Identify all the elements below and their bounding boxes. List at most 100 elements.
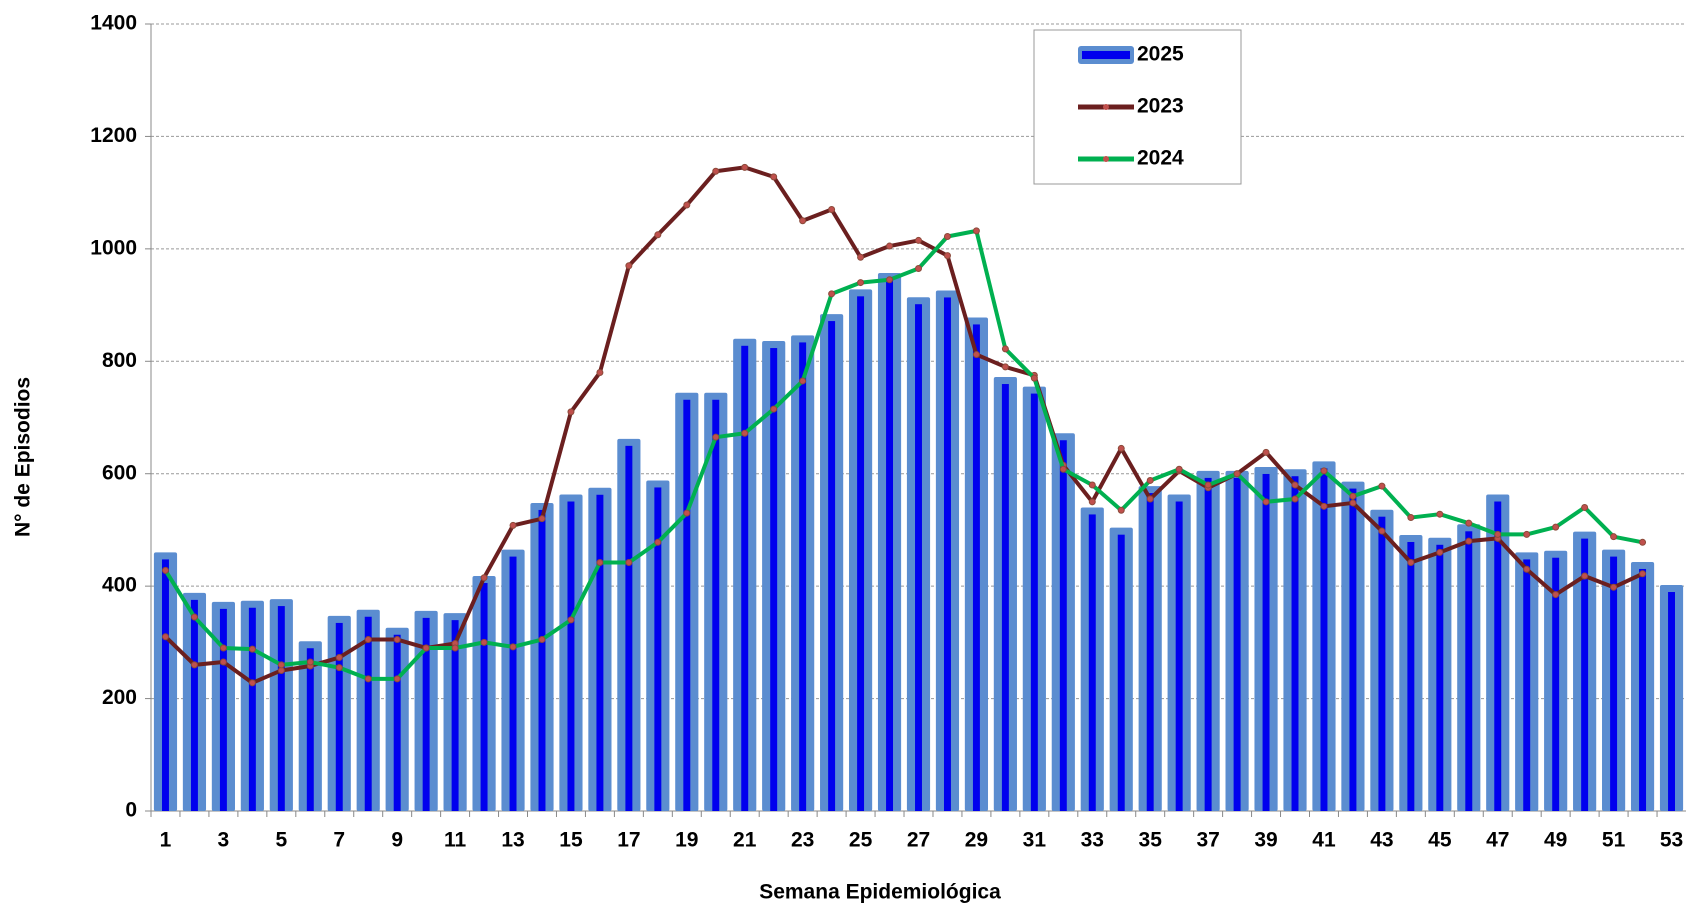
x-tick-label: 31 — [1023, 829, 1047, 852]
marker — [1175, 465, 1183, 473]
marker — [1291, 495, 1299, 503]
y-tick-label: 600 — [102, 461, 137, 484]
bar-core — [1465, 531, 1473, 811]
y-tick-label: 1000 — [90, 236, 137, 259]
bar-core — [654, 487, 662, 811]
x-tick-label: 37 — [1196, 829, 1219, 852]
x-tick-label: 49 — [1544, 829, 1567, 852]
bar-core — [509, 556, 517, 811]
marker — [1523, 565, 1531, 573]
marker — [1552, 523, 1560, 531]
bar-core — [1639, 568, 1647, 811]
bar-core — [1059, 440, 1067, 811]
legend-marker — [1103, 104, 1109, 110]
marker — [1001, 363, 1009, 371]
bar-core — [1407, 541, 1415, 811]
marker — [393, 675, 401, 683]
marker — [1552, 591, 1560, 599]
x-tick-label: 53 — [1660, 829, 1683, 852]
marker — [828, 290, 836, 298]
marker — [741, 429, 749, 437]
bar-core — [1291, 476, 1299, 811]
bar-core — [596, 494, 604, 811]
bar-core — [828, 321, 836, 811]
marker — [480, 638, 488, 646]
bar-core — [1610, 556, 1618, 811]
marker — [1639, 570, 1647, 578]
marker — [712, 433, 720, 441]
marker — [1320, 502, 1328, 510]
marker — [799, 377, 807, 385]
marker — [1378, 482, 1386, 490]
bar-core — [1523, 559, 1531, 811]
marker — [248, 679, 256, 687]
bar-core — [162, 559, 169, 811]
marker — [538, 636, 546, 644]
x-tick-label: 27 — [907, 829, 930, 852]
marker — [1117, 444, 1125, 452]
marker — [625, 262, 633, 270]
bar-core — [538, 509, 546, 811]
bar-core — [886, 280, 894, 811]
x-tick-label: 23 — [791, 829, 814, 852]
x-tick-label: 5 — [275, 829, 287, 852]
marker — [364, 675, 372, 683]
line — [163, 228, 1643, 681]
marker — [654, 231, 662, 239]
x-tick-label: 51 — [1602, 829, 1626, 852]
marker — [1465, 519, 1473, 527]
marker — [509, 521, 517, 529]
marker — [422, 644, 430, 652]
x-tick-label: 15 — [559, 829, 583, 852]
legend: 2025 2023 2024 — [1033, 29, 1242, 185]
x-tick-label: 45 — [1428, 829, 1452, 852]
bar-core — [1552, 557, 1560, 811]
legend-label: 2024 — [1137, 147, 1184, 170]
marker — [857, 253, 865, 261]
marker — [1059, 465, 1067, 473]
marker — [1030, 374, 1038, 382]
marker — [190, 661, 198, 669]
marker — [1233, 470, 1241, 478]
marker — [654, 538, 662, 546]
marker — [857, 279, 865, 287]
marker — [1610, 533, 1618, 541]
marker — [972, 227, 980, 235]
marker — [451, 644, 459, 652]
bar-core — [306, 648, 314, 811]
bar-core — [857, 296, 865, 811]
bar-core — [625, 445, 633, 811]
marker — [1523, 530, 1531, 538]
bar-core — [1001, 384, 1009, 811]
legend-swatch-core — [1082, 51, 1130, 59]
bar-core — [1030, 393, 1038, 811]
marker — [1262, 448, 1270, 456]
bar-core — [1349, 488, 1357, 811]
marker — [248, 645, 256, 653]
x-tick-label: 35 — [1139, 829, 1163, 852]
marker — [741, 163, 749, 171]
marker — [1349, 492, 1357, 500]
marker — [886, 276, 894, 284]
marker — [1639, 538, 1647, 546]
bar-core — [1146, 493, 1154, 811]
bar-core — [451, 620, 459, 811]
bar-core — [1494, 501, 1502, 811]
bar-core — [1378, 516, 1386, 811]
bar-core — [1320, 468, 1328, 811]
legend-box — [1033, 29, 1242, 185]
marker — [683, 509, 691, 517]
y-tick-label: 400 — [102, 574, 137, 597]
marker — [1436, 510, 1444, 518]
x-tick-label: 29 — [965, 829, 988, 852]
marker — [915, 236, 922, 244]
marker — [1291, 481, 1299, 489]
bar-core — [190, 599, 198, 811]
x-tick-label: 25 — [849, 829, 873, 852]
marker — [219, 658, 227, 666]
x-tick-label: 17 — [617, 829, 640, 852]
x-tick-label: 9 — [391, 829, 403, 852]
marker — [567, 408, 575, 416]
bar-core — [1088, 514, 1096, 811]
